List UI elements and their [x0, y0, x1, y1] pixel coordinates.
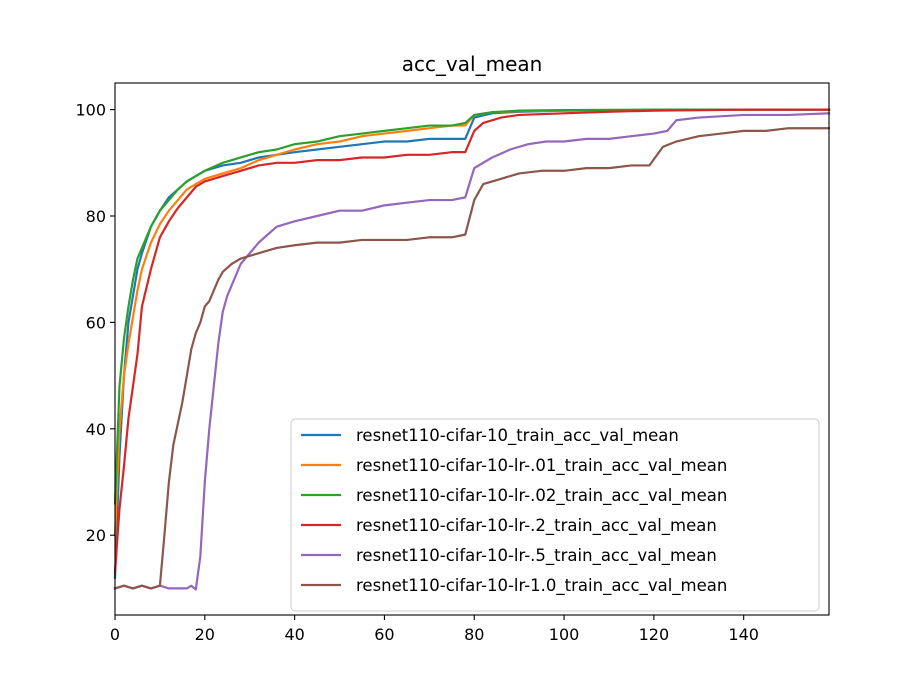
y-tick-label-100: 100: [75, 101, 106, 120]
y-tick-label-40: 40: [86, 420, 106, 439]
legend-label-4: resnet110-cifar-10-lr-.2_train_acc_val_m…: [356, 516, 717, 536]
x-tick-label-40: 40: [284, 625, 304, 644]
x-tick-label-100: 100: [549, 625, 580, 644]
axes: 0 20 40 60 80 100 120 140 20 40 60 80 100: [75, 82, 830, 644]
legend-box: [290, 418, 820, 612]
x-tick-label-0: 0: [110, 625, 120, 644]
series-line-3: [113, 108, 831, 505]
legend-label-5: resnet110-cifar-10-lr-.5_train_acc_val_m…: [356, 546, 717, 566]
x-tick-label-60: 60: [374, 625, 394, 644]
series-line-6: [113, 127, 831, 590]
series-layer: [113, 108, 831, 591]
legend: resnet110-cifar-10_train_acc_val_meanres…: [290, 418, 820, 612]
x-tick-label-20: 20: [195, 625, 215, 644]
series-line-1: [113, 108, 831, 579]
legend-label-6: resnet110-cifar-10-lr-1.0_train_acc_val_…: [356, 576, 727, 596]
legend-label-2: resnet110-cifar-10-lr-.01_train_acc_val_…: [356, 456, 727, 476]
y-tick-label-60: 60: [86, 313, 106, 332]
legend-label-1: resnet110-cifar-10_train_acc_val_mean: [356, 426, 679, 446]
x-tick-label-140: 140: [728, 625, 759, 644]
y-tick-label-20: 20: [86, 526, 106, 545]
x-tick-label-80: 80: [464, 625, 484, 644]
chart-title: acc_val_mean: [402, 52, 543, 76]
x-tick-label-120: 120: [639, 625, 670, 644]
y-tick-label-80: 80: [86, 207, 106, 226]
plot-frame: [114, 82, 830, 616]
legend-label-3: resnet110-cifar-10-lr-.02_train_acc_val_…: [356, 486, 727, 506]
series-line-5: [113, 112, 831, 591]
series-line-4: [113, 108, 831, 574]
